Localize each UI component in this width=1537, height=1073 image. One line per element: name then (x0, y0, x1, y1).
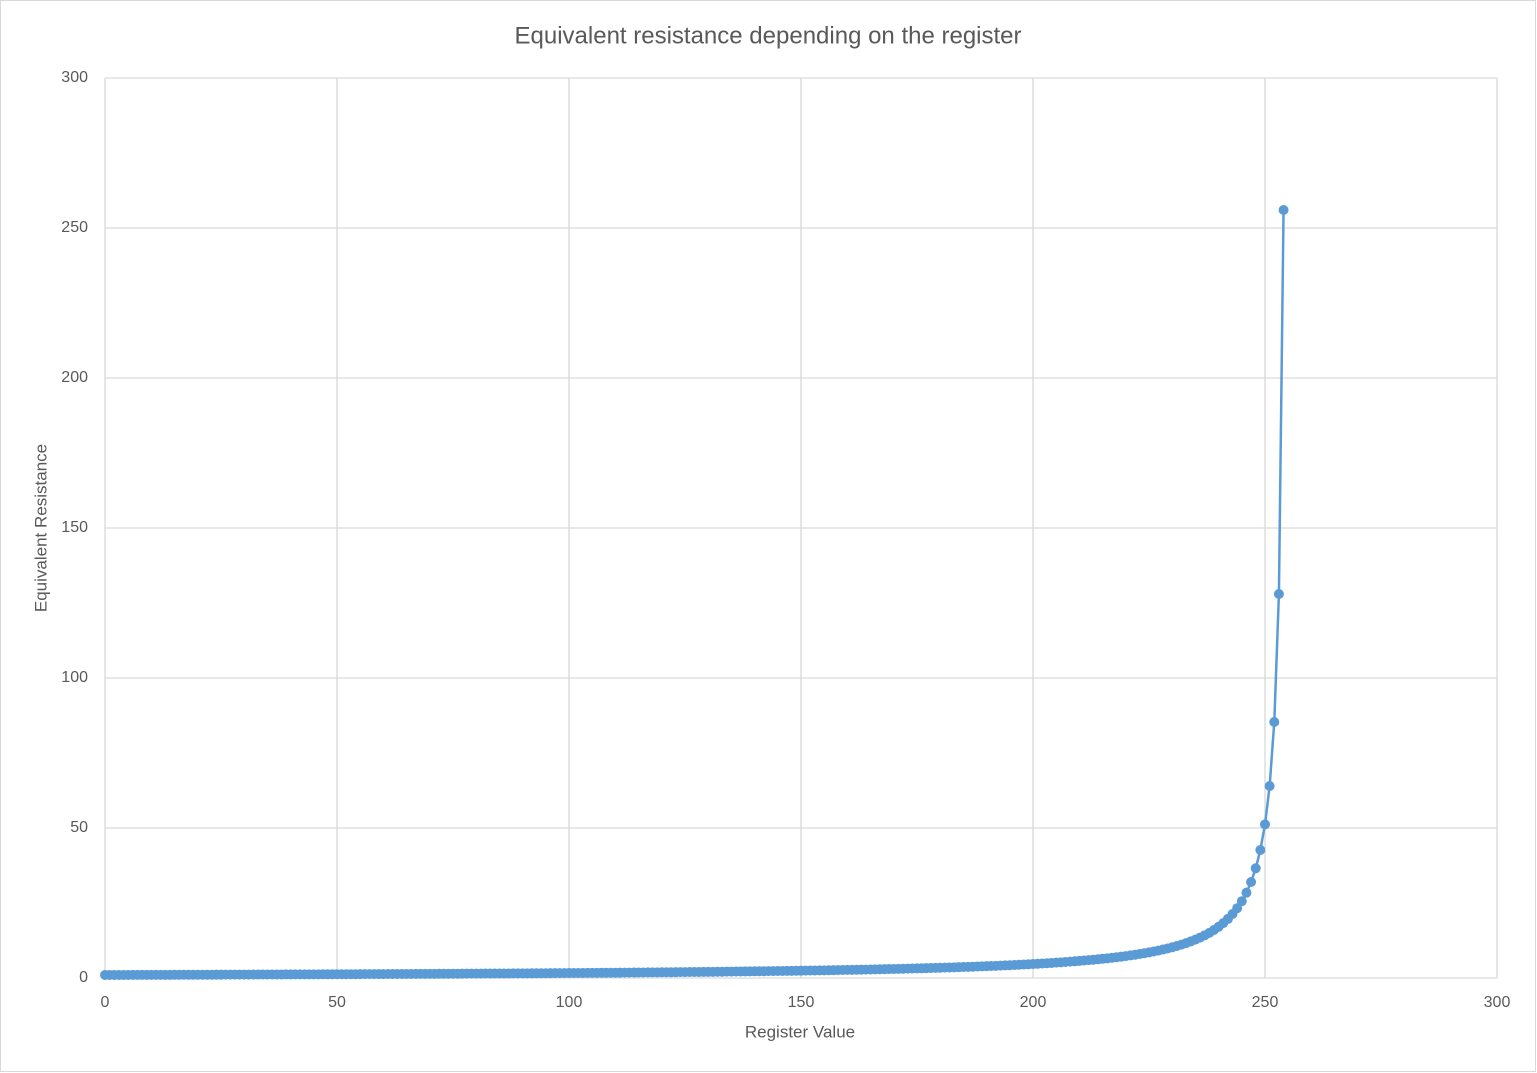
x-tick-label: 50 (328, 994, 346, 1011)
x-tick-label: 200 (1020, 994, 1047, 1011)
y-axis-label: Equivalent Resistance (31, 444, 50, 612)
y-tick-label: 200 (61, 369, 88, 386)
x-tick-label: 0 (101, 994, 110, 1011)
data-point (1241, 887, 1252, 898)
x-tick-label: 250 (1252, 994, 1279, 1011)
y-tick-label: 300 (61, 69, 88, 86)
data-point (1255, 844, 1266, 855)
x-tick-label: 100 (556, 994, 583, 1011)
x-tick-label: 150 (788, 994, 815, 1011)
chart-title: Equivalent resistance depending on the r… (515, 22, 1022, 49)
y-tick-label: 150 (61, 519, 88, 536)
y-tick-label: 0 (79, 969, 88, 986)
x-tick-label: 300 (1484, 994, 1511, 1011)
data-point (1269, 717, 1280, 728)
y-tick-label: 250 (61, 219, 88, 236)
data-point (1264, 781, 1275, 791)
data-point (1273, 589, 1284, 599)
data-point (1236, 896, 1247, 907)
data-point (1246, 877, 1257, 887)
data-point (1260, 819, 1270, 830)
x-axis-label: Register Value (745, 1022, 855, 1041)
y-tick-label: 100 (61, 669, 88, 686)
y-tick-label: 50 (70, 819, 88, 836)
data-point (1278, 205, 1289, 215)
data-point (1250, 863, 1261, 874)
